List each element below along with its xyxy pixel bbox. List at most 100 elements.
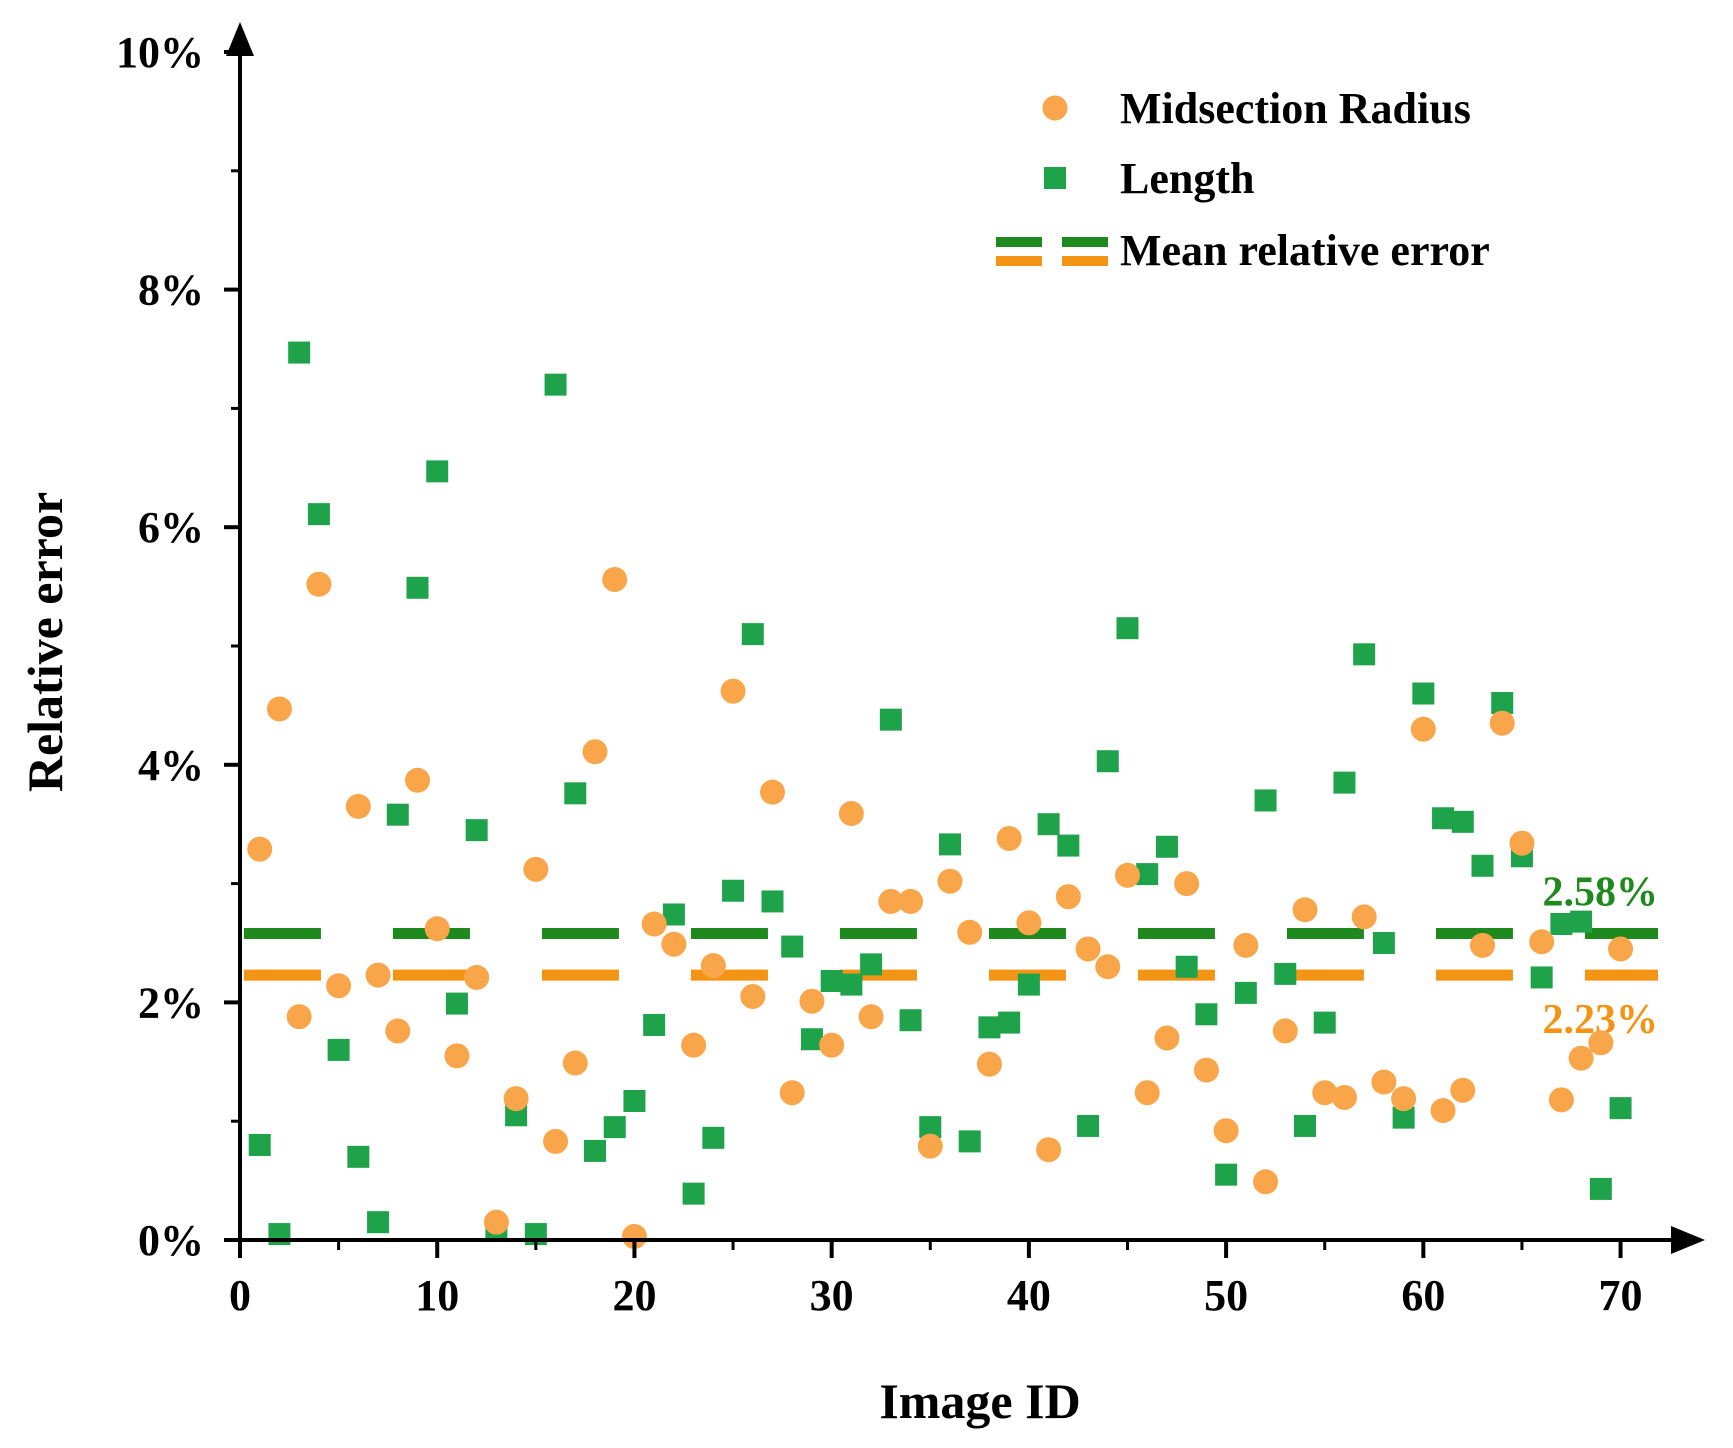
x-tick-label: 70: [1599, 1271, 1643, 1320]
length-point: [741, 623, 764, 646]
length-point: [761, 890, 784, 913]
radius-point: [937, 868, 963, 894]
y-tick-label: 4%: [138, 741, 204, 790]
x-tick-label: 50: [1204, 1271, 1248, 1320]
radius-point: [740, 983, 766, 1009]
radius-point: [976, 1051, 1002, 1077]
x-tick-label: 60: [1401, 1271, 1445, 1320]
length-point: [1412, 682, 1435, 705]
radius-point: [306, 571, 332, 597]
radius-point: [1036, 1137, 1062, 1163]
mean-value-label: 2.58%: [1543, 869, 1659, 915]
radius-point: [1351, 904, 1377, 930]
length-point: [386, 803, 409, 826]
length-point: [1195, 1003, 1218, 1026]
y-axis-title: Relative error: [17, 492, 73, 792]
length-point: [978, 1016, 1001, 1039]
length-point: [1589, 1177, 1612, 1200]
legend-label: Midsection Radius: [1120, 84, 1471, 133]
radius-point: [266, 696, 292, 722]
length-point: [1609, 1097, 1632, 1120]
length-point: [1353, 643, 1376, 666]
length-point: [820, 970, 843, 993]
length-point: [288, 341, 311, 364]
y-tick-label: 6%: [138, 503, 204, 552]
length-point: [1570, 910, 1593, 933]
x-axis-title: Image ID: [879, 1373, 1080, 1429]
legend-label: Length: [1120, 154, 1254, 203]
radius-point: [957, 919, 983, 945]
radius-point: [483, 1209, 509, 1235]
length-point: [1372, 932, 1395, 954]
legend-label: Mean relative error: [1120, 226, 1490, 275]
length-point: [367, 1211, 390, 1234]
length-point: [564, 782, 587, 805]
radius-point: [1312, 1080, 1338, 1106]
radius-point: [602, 566, 628, 592]
length-point: [1175, 955, 1198, 978]
radius-point: [247, 836, 273, 862]
length-point: [682, 1182, 705, 1205]
ticks-layer: 0 10 20 30 40 50 60 70 0% 2% 4% 6% 8% 10%: [116, 28, 1643, 1320]
radius-point: [681, 1032, 707, 1058]
radius-point: [385, 1018, 411, 1044]
length-point: [840, 973, 863, 996]
radius-point: [1174, 871, 1200, 897]
x-tick-label: 40: [1007, 1271, 1051, 1320]
length-point: [1274, 962, 1297, 985]
radius-point: [1233, 932, 1259, 958]
length-point: [347, 1145, 370, 1168]
length-point: [1333, 771, 1356, 794]
length-point: [445, 992, 468, 1015]
radius-point: [641, 911, 667, 937]
radius-point: [1055, 884, 1081, 910]
radius-point: [523, 856, 549, 882]
radius-point: [1371, 1069, 1397, 1095]
x-axis-arrow: [1671, 1226, 1705, 1254]
length-point: [1491, 692, 1514, 715]
radius-point: [345, 793, 371, 819]
radius-point: [1391, 1086, 1417, 1112]
length-point: [1037, 813, 1060, 836]
x-tick-label: 20: [612, 1271, 656, 1320]
radius-point: [444, 1043, 470, 1069]
radius-point: [1154, 1025, 1180, 1051]
radius-point: [582, 739, 608, 765]
radius-point: [1075, 936, 1101, 962]
y-axis-arrow: [226, 22, 254, 56]
x-tick-label: 10: [415, 1271, 459, 1320]
length-point: [327, 1038, 350, 1061]
length-point: [1017, 973, 1040, 996]
length-point: [1471, 854, 1494, 877]
length-point: [465, 819, 488, 842]
y-tick-label: 0%: [138, 1216, 204, 1265]
radius-point: [503, 1086, 529, 1112]
length-point: [1313, 1011, 1336, 1034]
radius-point: [1430, 1098, 1456, 1124]
length-point: [603, 1116, 626, 1139]
radius-point: [1253, 1169, 1279, 1195]
radius-point: [878, 888, 904, 914]
radius-point: [779, 1080, 805, 1106]
radius-point: [1095, 954, 1121, 980]
length-point: [899, 1009, 922, 1032]
radius-point: [898, 888, 924, 914]
radius-point: [917, 1133, 943, 1159]
radius-point: [405, 767, 430, 793]
y-tick-label: 2%: [138, 978, 204, 1027]
radius-point: [760, 779, 785, 805]
length-point: [1215, 1163, 1238, 1186]
length-point: [1116, 617, 1139, 640]
radius-point: [424, 916, 450, 942]
radius-point: [1489, 710, 1515, 736]
radius-point: [1213, 1118, 1239, 1144]
length-point: [879, 708, 902, 731]
length-point: [623, 1090, 646, 1113]
radius-point: [1529, 929, 1555, 955]
radius-point: [1272, 1018, 1298, 1044]
length-point: [1530, 966, 1553, 989]
length-point: [307, 503, 330, 526]
y-tick-label: 8%: [138, 266, 204, 315]
legend-square-marker: [1044, 167, 1066, 189]
length-point: [1254, 789, 1277, 812]
